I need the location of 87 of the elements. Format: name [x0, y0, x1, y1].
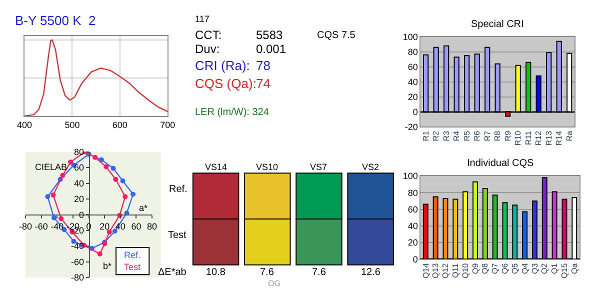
category-label: Test [168, 230, 186, 241]
text: OG [268, 279, 280, 288]
chart-title: Special CRI [471, 19, 524, 30]
text: Test [124, 262, 142, 272]
x-tick-label: -60 [34, 221, 48, 232]
text: 5583 [256, 28, 284, 42]
category-label: VS2 [362, 162, 380, 172]
x-tick-label: R7 [482, 130, 492, 142]
text: 78 [256, 58, 270, 73]
x-tick-label: R11 [524, 130, 533, 146]
annotation: CIELAB [35, 162, 68, 172]
y-tick-label: 60 [74, 162, 84, 173]
y-tick-label: -40 [70, 241, 84, 252]
category-label: VS14 [205, 162, 228, 172]
x-tick-label: R5 [462, 130, 472, 142]
y-tick-label: 100 [402, 32, 418, 42]
x-tick-label: R13 [544, 130, 554, 146]
x-tick-label: R10 [514, 130, 523, 146]
x-tick-label: R6 [472, 130, 482, 142]
x-tick-label: R12 [534, 130, 544, 146]
x-tick-label: R4 [452, 130, 462, 142]
y-tick-label: 80 [74, 147, 84, 158]
text: CRI (Ra): [195, 58, 250, 73]
y-tick-label: 40 [408, 76, 418, 87]
x-tick-label: Q5 [510, 262, 520, 274]
annotation: b* [103, 261, 112, 271]
x-tick-label: Q7 [490, 262, 500, 274]
y-tick-label: 0 [412, 106, 418, 117]
y-tick-label: 0 [412, 254, 418, 264]
text: CQS 7.5 [317, 30, 356, 41]
x-tick-label: 700 [160, 120, 176, 130]
x-tick-label: R3 [442, 130, 451, 142]
x-tick-label: Q14 [421, 262, 430, 278]
x-tick-label: 400 [17, 120, 32, 130]
chart-title: Individual CQS [467, 158, 534, 169]
x-tick-label: Q10 [460, 262, 470, 278]
x-tick-label: Q13 [431, 262, 440, 278]
text: LER (lm/W): 324 [195, 107, 270, 118]
x-tick-label: 500 [64, 120, 80, 130]
data-label: 7.6 [260, 267, 274, 278]
x-tick-label: 60 [131, 221, 142, 232]
x-tick-label: R14 [554, 130, 564, 146]
y-tick-label: 60 [408, 204, 418, 214]
x-tick-label: -80 [19, 221, 32, 232]
annotation: a* [139, 203, 148, 213]
x-tick-label: Q8 [480, 262, 490, 274]
text: ΔE*ab [158, 267, 187, 278]
x-tick-label: Q9 [470, 262, 480, 274]
category-label: Ref. [169, 184, 188, 195]
text: Ref. [124, 250, 141, 260]
x-tick-label: 80 [147, 221, 158, 232]
chart-title: B-Y 5500 K 2 [15, 13, 96, 28]
y-tick-label: 20 [74, 194, 84, 204]
data-label: 10.8 [206, 267, 226, 278]
x-tick-label: Q4 [520, 262, 530, 274]
x-tick-label: R1 [421, 130, 430, 142]
text: CQS (Qa): [195, 76, 256, 91]
x-tick-label: Q11 [451, 262, 460, 278]
text: 74 [256, 76, 270, 91]
x-tick-label: R9 [503, 130, 512, 142]
x-tick-label: R2 [432, 130, 441, 142]
text: 117 [195, 14, 210, 24]
category-label: VS10 [256, 162, 278, 172]
y-tick-label: 80 [408, 188, 418, 198]
y-tick-label: 60 [408, 62, 418, 72]
category-label: VS7 [310, 162, 328, 172]
data-label: 12.6 [361, 267, 381, 278]
y-tick-label: 100 [402, 171, 418, 182]
x-tick-label: Q3 [530, 262, 540, 274]
y-tick-label: 20 [408, 238, 418, 248]
x-tick-label: Q1 [550, 262, 560, 274]
x-tick-label: Q12 [441, 262, 450, 278]
x-tick-label: Q15 [560, 262, 570, 278]
y-tick-label: 40 [74, 178, 84, 188]
y-tick-label: 20 [408, 92, 418, 102]
y-tick-label: 80 [408, 47, 418, 58]
x-tick-label: Ra [564, 130, 574, 142]
x-tick-label: 600 [112, 120, 128, 130]
text: CCT: [195, 28, 222, 42]
x-tick-label: Q2 [540, 262, 550, 274]
x-tick-label: R8 [493, 130, 502, 142]
x-tick-label: Qa [570, 262, 579, 274]
text: 0.001 [256, 42, 286, 56]
x-tick-label: Q6 [500, 262, 510, 274]
text: Duv: [195, 42, 220, 56]
data-label: 7.6 [312, 267, 326, 278]
x-tick-label: 20 [100, 221, 110, 232]
